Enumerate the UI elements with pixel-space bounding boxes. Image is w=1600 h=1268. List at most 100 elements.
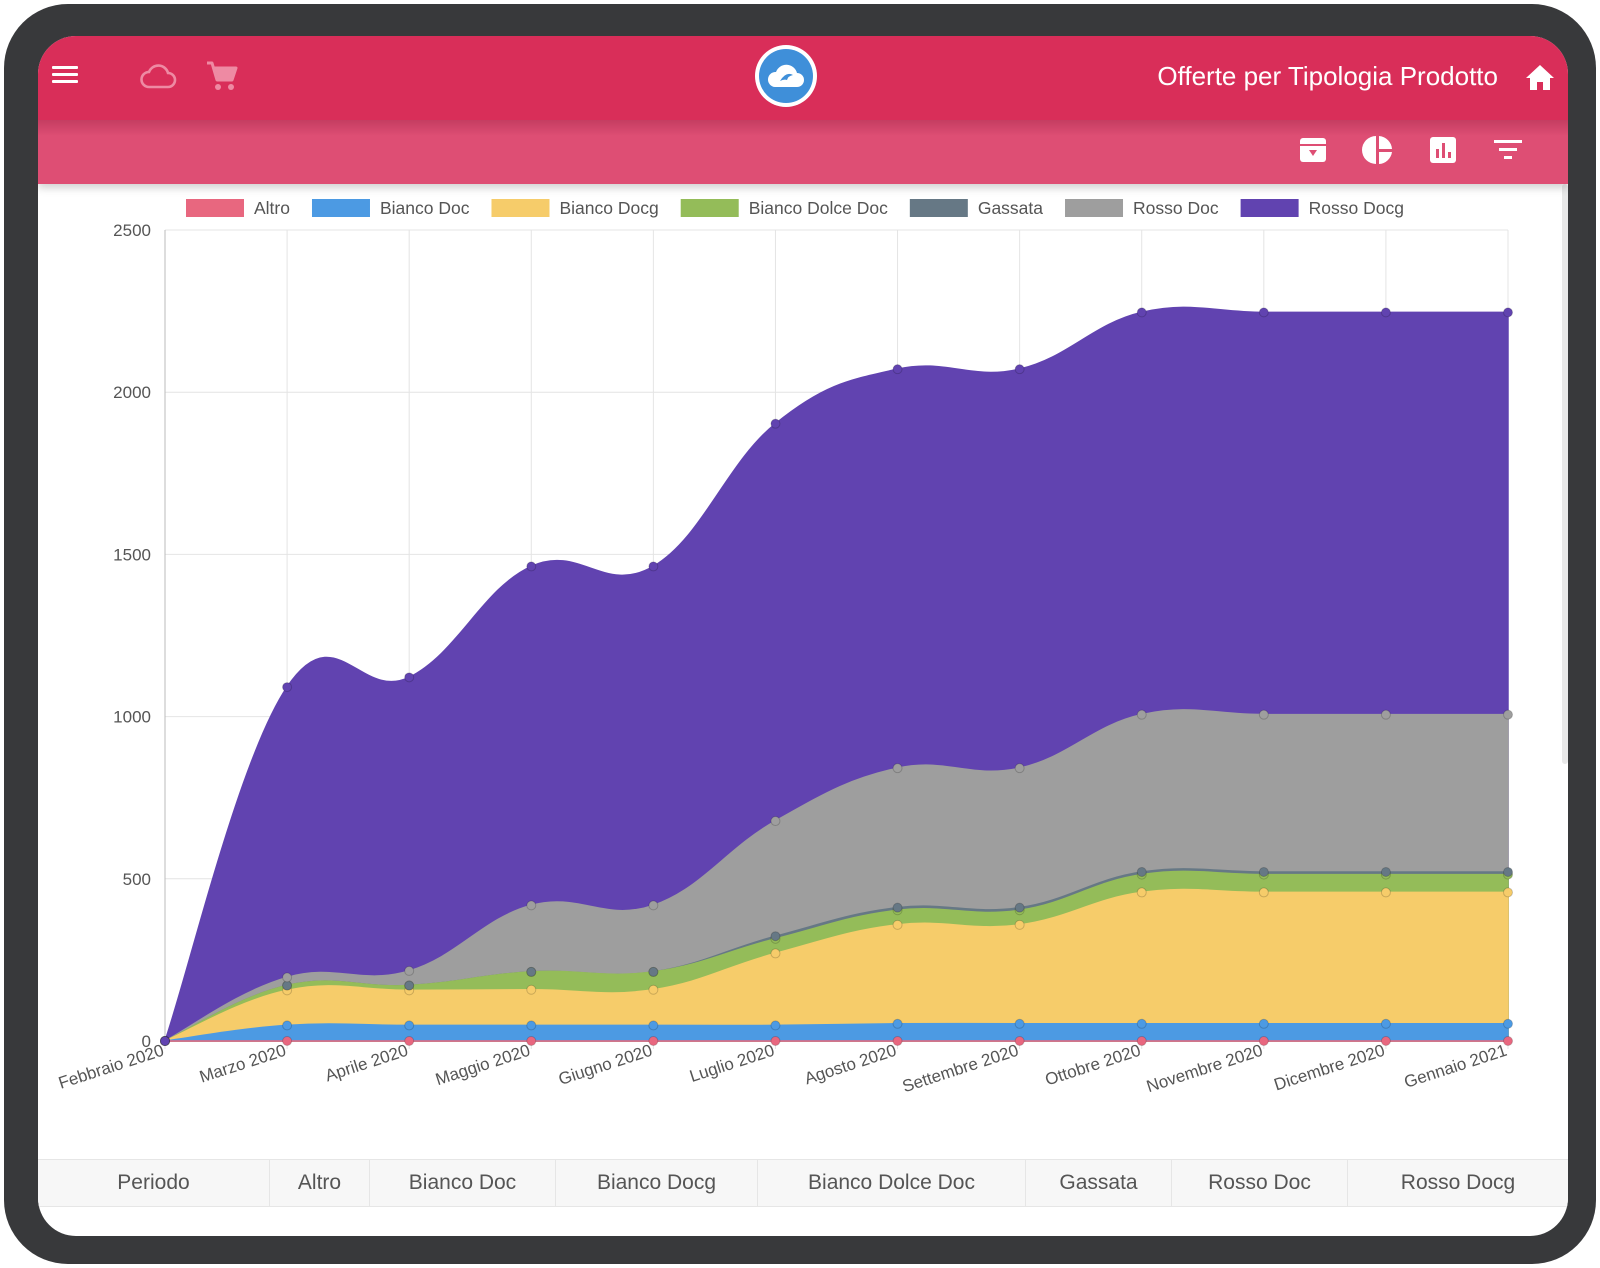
point-bianco-docg	[1380, 887, 1391, 898]
home-icon[interactable]	[1520, 58, 1560, 96]
stacked-area-chart: 0 500 1000 1500 2000 2500 Febbraio 2020 Marzo 2…	[38, 184, 1568, 1159]
archive-download-icon[interactable]	[1295, 132, 1331, 168]
column-header-rosso-doc[interactable]: Rosso Doc	[1172, 1160, 1348, 1206]
point-gassata	[404, 980, 415, 991]
x-tick-label: Febbraio 2020	[56, 1041, 166, 1093]
x-tick-label: Luglio 2020	[687, 1041, 776, 1086]
point-bianco-doc	[1258, 1018, 1269, 1029]
point-rosso-doc	[648, 900, 659, 911]
app-logo[interactable]	[755, 45, 817, 107]
point-altro	[1503, 1036, 1513, 1046]
point-altro	[1258, 1036, 1269, 1046]
point-rosso-docg	[404, 672, 415, 683]
filter-icon[interactable]	[1490, 132, 1526, 168]
point-gassata	[1258, 866, 1269, 877]
point-bianco-doc	[282, 1020, 293, 1031]
point-rosso-doc	[1136, 709, 1147, 720]
point-bianco-docg	[1258, 887, 1269, 898]
y-tick-label: 0	[142, 1032, 151, 1051]
point-rosso-docg	[770, 418, 781, 429]
point-rosso-docg	[1258, 307, 1269, 318]
point-rosso-doc	[1258, 709, 1269, 720]
legend-label-rosso-docg: Rosso Docg	[1309, 198, 1404, 218]
legend-swatch-rosso-docg	[1240, 199, 1299, 217]
column-header-periodo[interactable]: Periodo	[38, 1160, 270, 1206]
page-title: Offerte per Tipologia Prodotto	[1157, 61, 1498, 91]
point-bianco-doc	[526, 1020, 537, 1031]
legend-label-rosso-doc: Rosso Doc	[1133, 198, 1219, 218]
column-header-rosso-docg[interactable]: Rosso Docg	[1400, 1171, 1516, 1194]
point-bianco-doc	[648, 1020, 659, 1031]
cloud-icon[interactable]	[138, 58, 178, 94]
app-header: Offerte per Tipologia Prodotto	[38, 36, 1568, 120]
point-gassata	[770, 931, 781, 942]
point-bianco-doc	[892, 1018, 903, 1029]
x-tick-label: Novembre 2020	[1144, 1041, 1265, 1096]
point-rosso-doc	[404, 965, 415, 976]
point-rosso-doc	[892, 763, 903, 774]
legend-label-bianco-dolce-doc: Bianco Dolce Doc	[749, 198, 888, 218]
y-tick-label: 2000	[113, 383, 151, 402]
point-rosso-doc	[1014, 763, 1025, 774]
point-rosso-docg	[282, 682, 293, 693]
legend-swatch-gassata	[909, 199, 968, 217]
scrollbar[interactable]	[1562, 184, 1568, 764]
x-tick-label: Dicembre 2020	[1272, 1041, 1388, 1095]
x-tick-label: Aprile 2020	[323, 1041, 411, 1086]
point-rosso-docg	[892, 364, 903, 375]
bar-chart-icon[interactable]	[1425, 132, 1461, 168]
cart-icon[interactable]	[202, 56, 242, 96]
point-rosso-doc	[1503, 709, 1513, 720]
legend-swatch-bianco-docg	[491, 199, 550, 217]
point-bianco-doc	[1014, 1018, 1025, 1029]
y-tick-label: 2500	[113, 221, 151, 240]
menu-icon[interactable]	[50, 60, 80, 90]
point-bianco-doc	[1380, 1018, 1391, 1029]
table-header: Periodo Altro Bianco Doc Bianco Docg Bia…	[38, 1159, 1568, 1207]
point-rosso-docg	[1503, 307, 1513, 318]
point-gassata	[1503, 866, 1513, 877]
legend-swatch-rosso-doc	[1065, 199, 1124, 217]
column-header-gassata[interactable]: Gassata	[1026, 1160, 1172, 1206]
point-gassata	[892, 902, 903, 913]
point-bianco-doc	[1136, 1018, 1147, 1029]
legend-label-altro: Altro	[254, 198, 290, 218]
point-rosso-docg	[160, 1036, 170, 1046]
point-bianco-docg	[648, 984, 659, 995]
point-altro	[1380, 1036, 1391, 1046]
x-tick-label: Marzo 2020	[197, 1041, 288, 1087]
point-altro	[282, 1036, 293, 1046]
column-header-altro[interactable]: Altro	[270, 1160, 370, 1206]
legend-swatch-bianco-dolce-doc	[680, 199, 739, 217]
app-screen: Offerte per Tipologia Prodotto	[38, 36, 1568, 1236]
point-rosso-docg	[648, 561, 659, 572]
point-rosso-docg	[526, 561, 537, 572]
point-rosso-docg	[1380, 307, 1391, 318]
point-altro	[770, 1036, 781, 1046]
pie-chart-icon[interactable]	[1360, 132, 1396, 168]
point-altro	[1136, 1036, 1147, 1046]
point-gassata	[1380, 866, 1391, 877]
y-tick-label: 1500	[113, 545, 151, 564]
point-bianco-docg	[1014, 919, 1025, 930]
column-header-bianco-docg[interactable]: Bianco Docg	[556, 1160, 758, 1206]
x-tick-label: Maggio 2020	[433, 1041, 532, 1089]
legend-label-bianco-doc: Bianco Doc	[380, 198, 470, 218]
point-rosso-docg	[1014, 364, 1025, 375]
point-bianco-docg	[526, 984, 537, 995]
column-header-bianco-doc[interactable]: Bianco Doc	[370, 1160, 556, 1206]
point-altro	[892, 1036, 903, 1046]
point-rosso-doc	[282, 972, 293, 983]
toolbar	[38, 120, 1568, 184]
area-bianco-docg	[164, 888, 1509, 1042]
legend-swatch-bianco-doc	[311, 199, 370, 217]
point-bianco-docg	[1136, 887, 1147, 898]
point-gassata	[648, 966, 659, 977]
point-rosso-doc	[770, 816, 781, 827]
point-bianco-doc	[404, 1020, 415, 1031]
point-bianco-docg	[770, 948, 781, 959]
x-tick-label: Giugno 2020	[556, 1041, 654, 1089]
point-bianco-docg	[1503, 887, 1513, 898]
point-rosso-docg	[1136, 307, 1147, 318]
column-header-bianco-dolce-doc[interactable]: Bianco Dolce Doc	[758, 1160, 1026, 1206]
